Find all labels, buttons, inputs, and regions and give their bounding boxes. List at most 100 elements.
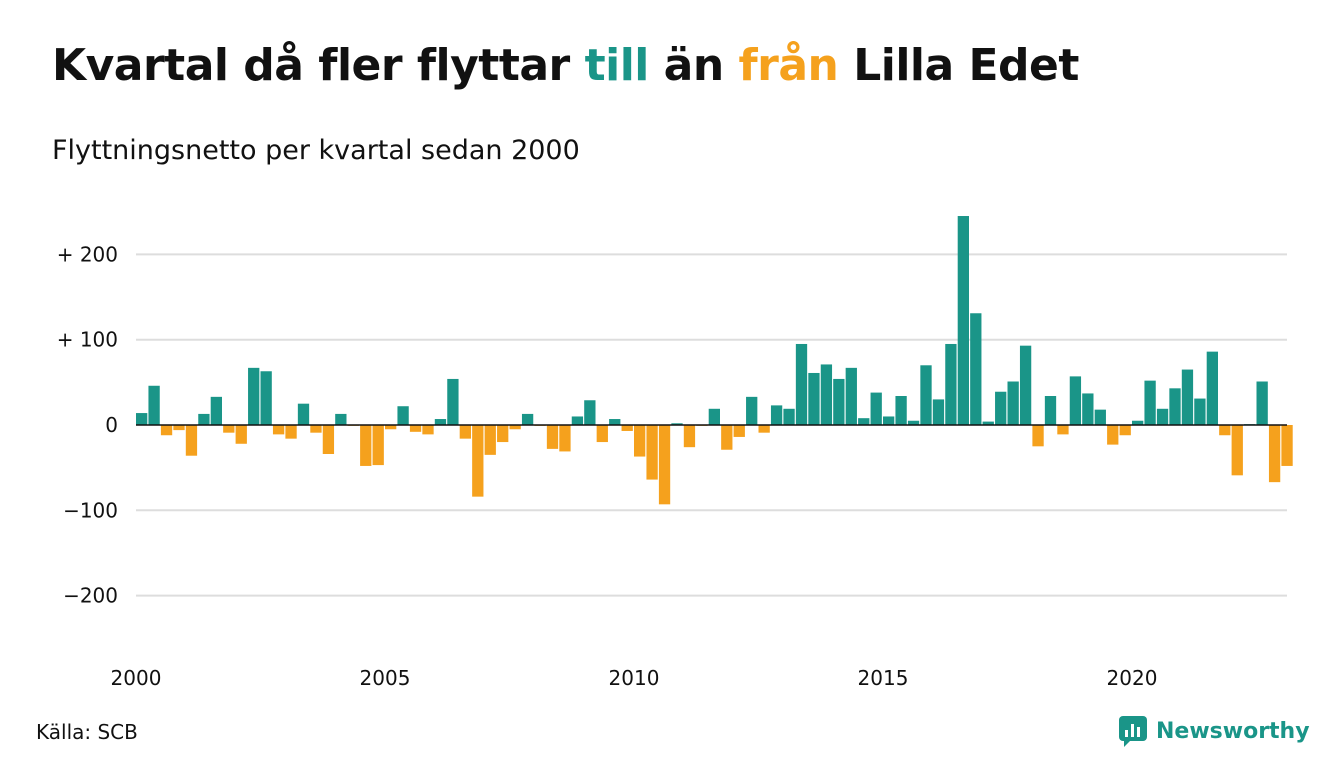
y-tick-label: + 100 <box>57 328 118 352</box>
bar <box>310 425 322 433</box>
bar <box>783 408 795 425</box>
bar <box>272 425 285 435</box>
bar <box>609 419 621 425</box>
bar <box>210 396 222 425</box>
bar <box>920 365 932 425</box>
bar <box>596 425 608 443</box>
bar <box>198 413 210 425</box>
bar <box>634 425 646 457</box>
x-tick-label: 2010 <box>609 666 660 690</box>
bar <box>907 420 920 425</box>
bar <box>970 313 982 425</box>
bar <box>1206 351 1218 425</box>
bar <box>484 425 496 455</box>
bar <box>1256 381 1268 425</box>
bar <box>1082 393 1094 425</box>
bar <box>683 425 696 448</box>
bar <box>160 425 173 436</box>
bar <box>260 371 272 425</box>
bar <box>1169 388 1181 425</box>
bar <box>808 372 820 425</box>
bar <box>1007 381 1019 425</box>
bar <box>1181 369 1194 426</box>
bar <box>1156 408 1169 425</box>
bar <box>584 400 596 425</box>
bar <box>335 413 347 425</box>
bar <box>833 378 845 425</box>
bar <box>845 367 857 425</box>
x-tick-label: 2020 <box>1107 666 1158 690</box>
bar <box>1094 409 1106 425</box>
bar <box>148 385 160 425</box>
bar <box>1057 425 1069 435</box>
bar <box>223 425 235 433</box>
bar <box>360 425 372 466</box>
bar <box>721 425 733 450</box>
newsworthy-logo-icon <box>1119 716 1147 747</box>
bar <box>1019 345 1032 425</box>
brand-name: Newsworthy <box>1156 718 1310 744</box>
y-tick-label: −100 <box>63 498 118 522</box>
bar <box>1231 425 1243 476</box>
bar <box>1107 425 1119 445</box>
bar <box>185 425 198 456</box>
bar <box>658 425 671 505</box>
bar <box>447 378 459 425</box>
title-highlight-fran: från <box>738 40 839 91</box>
bar <box>870 392 882 425</box>
bar <box>422 425 434 435</box>
bar <box>322 425 335 454</box>
bar <box>409 425 422 432</box>
bar <box>1032 425 1044 447</box>
bar <box>646 425 658 480</box>
bar <box>957 216 969 425</box>
bar <box>497 425 509 443</box>
bar <box>770 405 783 425</box>
bar <box>708 408 720 425</box>
bar <box>235 425 247 444</box>
bar <box>1069 376 1082 425</box>
x-tick-label: 2000 <box>111 666 162 690</box>
bar <box>746 396 758 425</box>
y-tick-label: −200 <box>63 584 118 608</box>
y-tick-label: + 200 <box>57 242 118 266</box>
bar <box>883 416 895 425</box>
bar <box>559 425 571 452</box>
bar <box>858 418 870 425</box>
bar <box>1219 425 1231 436</box>
bar <box>895 396 907 425</box>
bar <box>248 367 260 425</box>
bar <box>733 425 745 437</box>
bar <box>621 425 633 431</box>
bar <box>546 425 559 449</box>
title-highlight-till: till <box>584 40 650 91</box>
bar <box>1044 396 1057 425</box>
bar <box>136 413 148 425</box>
bar <box>1194 398 1206 425</box>
bar <box>472 425 484 497</box>
source-note: Källa: SCB <box>36 720 138 744</box>
bar <box>932 399 945 425</box>
bar <box>945 343 957 425</box>
bar <box>297 403 310 425</box>
bar <box>995 391 1007 425</box>
x-tick-label: 2005 <box>360 666 411 690</box>
title-part-3: Lilla Edet <box>838 40 1079 91</box>
bar <box>434 419 447 425</box>
chart-subtitle: Flyttningsnetto per kvartal sedan 2000 <box>52 135 580 166</box>
bar <box>173 425 185 431</box>
bar <box>795 343 808 425</box>
x-tick-label: 2015 <box>858 666 909 690</box>
title-part-1: Kvartal då fler flyttar <box>52 40 585 91</box>
bar <box>671 423 683 425</box>
bar <box>820 364 833 425</box>
bar <box>1144 380 1156 425</box>
bar <box>509 425 521 430</box>
bar <box>397 406 409 425</box>
bar <box>1119 425 1131 436</box>
bar <box>1132 420 1144 425</box>
bar <box>1268 425 1281 483</box>
bar <box>385 425 397 430</box>
bar <box>285 425 297 439</box>
title-part-2: än <box>648 40 739 91</box>
